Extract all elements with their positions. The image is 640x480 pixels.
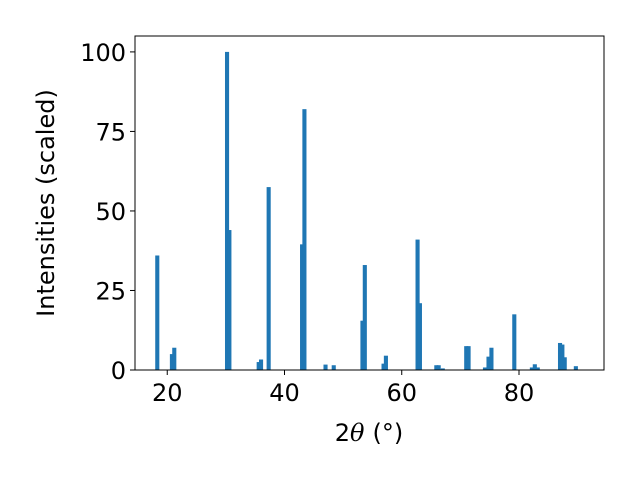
bar	[466, 346, 471, 370]
bar	[331, 365, 336, 370]
bar	[169, 354, 174, 370]
bar	[532, 364, 537, 370]
bar	[323, 364, 328, 370]
bar	[529, 367, 534, 370]
bar	[172, 347, 177, 370]
x-axis-label-symbol: θ	[350, 419, 365, 447]
bar	[417, 303, 422, 370]
bar	[155, 255, 160, 370]
bar	[489, 347, 494, 370]
bar	[562, 357, 567, 370]
x-axis-label-prefix: 2	[335, 419, 350, 447]
x-tick-label: 80	[504, 379, 535, 407]
bar	[227, 230, 232, 370]
y-axis-ticks: 0 25 50 75 100	[80, 39, 135, 385]
bar	[383, 355, 388, 370]
x-tick-label: 40	[269, 379, 300, 407]
bar	[258, 359, 264, 370]
x-axis-label-unit: (°)	[373, 419, 404, 447]
bar	[415, 239, 420, 370]
bar	[256, 362, 261, 370]
bars-group	[155, 51, 578, 371]
y-tick-label: 50	[95, 198, 126, 226]
bar	[362, 265, 367, 370]
bar	[360, 320, 365, 370]
bar	[302, 109, 307, 370]
bar	[266, 187, 271, 370]
x-tick-label: 60	[386, 379, 417, 407]
plot-area-frame	[134, 35, 605, 371]
bar	[464, 346, 469, 370]
bar	[560, 344, 565, 370]
bar	[434, 365, 439, 370]
bar	[557, 342, 563, 370]
y-tick-label: 0	[111, 357, 126, 385]
bar	[381, 363, 386, 370]
bar	[573, 366, 578, 370]
x-tick-label: 20	[152, 379, 183, 407]
bar	[512, 314, 517, 370]
bar	[224, 51, 230, 371]
x-axis-ticks: 20 40 60 80	[152, 370, 534, 407]
y-tick-label: 100	[80, 39, 126, 67]
x-axis-label: 2θ (°)	[335, 419, 403, 447]
bar	[535, 367, 540, 370]
y-tick-label: 75	[95, 118, 126, 146]
y-axis-label: Intensities (scaled)	[32, 89, 60, 317]
bar	[300, 244, 305, 370]
y-tick-label: 25	[95, 277, 126, 305]
bar	[486, 356, 491, 370]
bar	[440, 368, 445, 370]
bar	[482, 367, 488, 370]
bar	[436, 365, 441, 370]
